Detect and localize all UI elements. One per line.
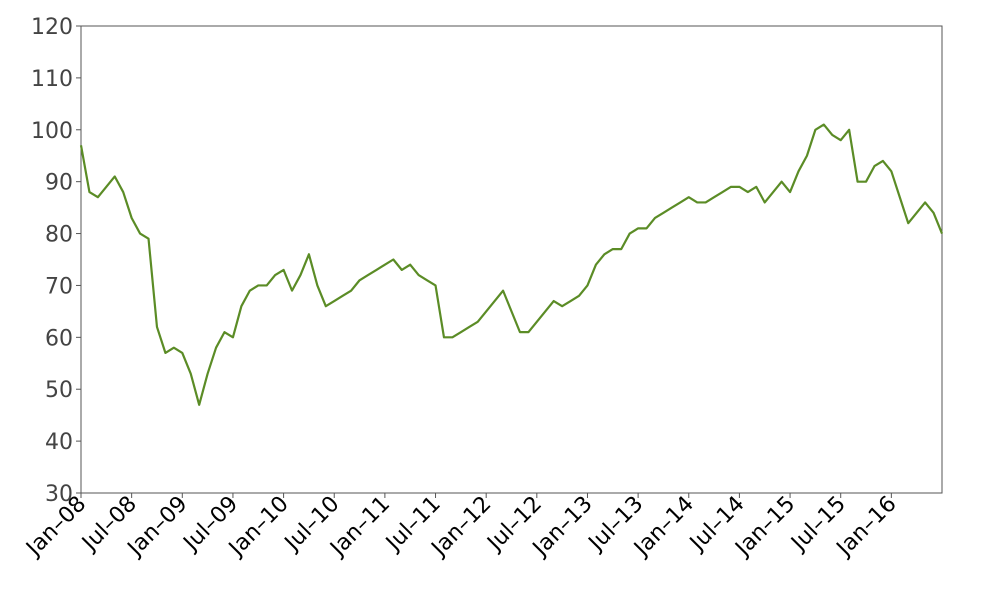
y-tick-label: 120 [31,15,73,40]
y-tick-label: 110 [31,67,73,92]
y-tick-label: 30 [45,482,73,507]
y-tick-label: 80 [45,223,73,248]
y-tick-label: 100 [31,119,73,144]
plot-frame [80,25,943,494]
data-line [79,123,944,406]
y-tick-label: 50 [45,378,73,403]
y-tick-label: 90 [45,171,73,196]
y-tick-label: 40 [45,430,73,455]
y-tick-label: 70 [45,274,73,299]
y-tick-label: 60 [45,326,73,351]
